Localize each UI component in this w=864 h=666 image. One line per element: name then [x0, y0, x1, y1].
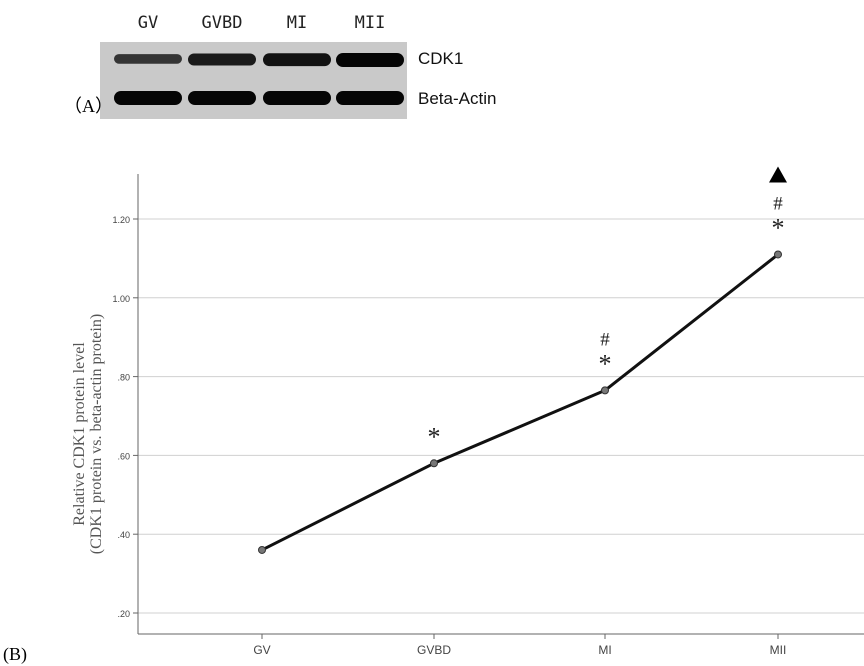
- significance-marker: #: [773, 193, 783, 214]
- y-axis-title: Relative CDK1 protein level (CDK1 protei…: [71, 314, 105, 554]
- blot-band: [263, 91, 331, 105]
- y-axis-title-line2: (CDK1 protein vs. beta-actin protein): [88, 314, 105, 554]
- significance-triangle-marker: [769, 166, 787, 183]
- y-tick-label: .20: [117, 609, 130, 619]
- blot-band: [114, 54, 182, 64]
- panel-a-label: （A）: [64, 96, 113, 116]
- data-point: [430, 459, 438, 468]
- blot-row-label: Beta-Actin: [418, 89, 496, 108]
- significance-marker: *: [599, 349, 612, 378]
- blot-band: [263, 53, 331, 67]
- y-tick-label: 1.20: [112, 215, 130, 225]
- y-axis-title-line1: Relative CDK1 protein level: [71, 342, 88, 526]
- y-tick-label: .80: [117, 373, 130, 383]
- x-tick-label: GVBD: [417, 643, 451, 657]
- lane-label: MI: [287, 13, 307, 33]
- line-chart-panel: (B) .20 .40 .60 .80 1.00 1.20 GV GVBD MI MII Rel…: [3, 166, 864, 665]
- x-tick-label: GV: [253, 643, 270, 657]
- x-tick-label: MII: [770, 643, 787, 657]
- x-tick-label: MI: [598, 643, 611, 657]
- significance-marker: *: [428, 422, 441, 451]
- y-tick-label: .60: [117, 451, 130, 461]
- y-tick-label: .40: [117, 530, 130, 540]
- blot-row-label: CDK1: [418, 49, 463, 68]
- significance-marker: #: [600, 329, 610, 350]
- series-line: [261, 253, 779, 552]
- data-point: [258, 545, 266, 554]
- blot-band: [336, 53, 404, 67]
- lane-label: MII: [355, 13, 386, 33]
- blot-band: [336, 91, 404, 105]
- blot-band: [188, 53, 256, 66]
- lane-label: GV: [138, 13, 158, 33]
- significance-marker: *: [772, 213, 785, 242]
- y-tick-label: 1.00: [112, 294, 130, 304]
- data-point: [774, 250, 782, 259]
- western-blot-panel: GV GVBD MI MII CDK1 Beta-Actin （A）: [64, 13, 496, 119]
- blot-band: [114, 91, 182, 105]
- lane-label: GVBD: [202, 13, 243, 33]
- data-point: [601, 386, 609, 395]
- panel-b-label: (B): [3, 644, 27, 665]
- blot-band: [188, 91, 256, 105]
